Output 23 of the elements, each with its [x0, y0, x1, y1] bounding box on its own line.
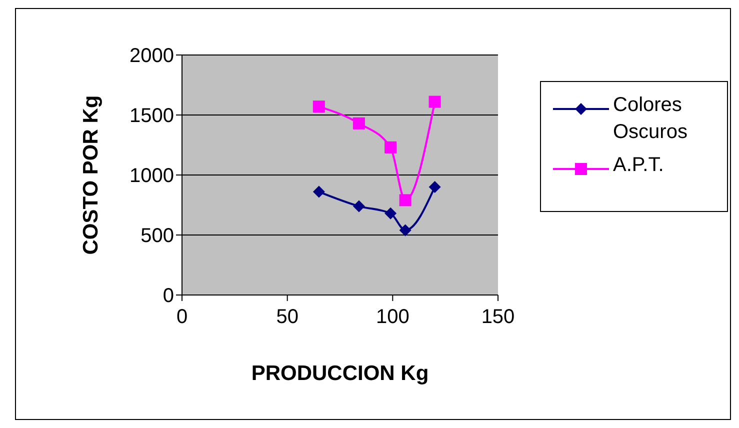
x-tick-label: 100 [376, 306, 410, 328]
point [312, 186, 325, 198]
point [428, 181, 441, 193]
y-tick-label: 1500 [130, 105, 174, 128]
x-tick-label: 50 [276, 306, 298, 328]
y-tick-label: 2000 [130, 45, 174, 68]
y-axis-title: COSTO POR Kg [79, 95, 102, 255]
point [384, 141, 397, 154]
point [428, 96, 441, 108]
point [399, 224, 412, 236]
x-axis-title: PRODUCCION Kg [251, 362, 429, 385]
point [352, 117, 365, 130]
y-tick-label: 0 [162, 285, 174, 308]
x-tick-label: 150 [481, 306, 515, 328]
point [352, 200, 365, 212]
y-tick-label: 500 [140, 225, 174, 248]
point [312, 100, 325, 113]
point [399, 194, 412, 206]
x-tick-label: 0 [176, 306, 188, 328]
legend-label: Colores Oscuros [613, 93, 688, 145]
point [384, 207, 397, 220]
y-tick-label: 1000 [130, 165, 174, 188]
legend-label: A.P.T. [613, 153, 664, 178]
